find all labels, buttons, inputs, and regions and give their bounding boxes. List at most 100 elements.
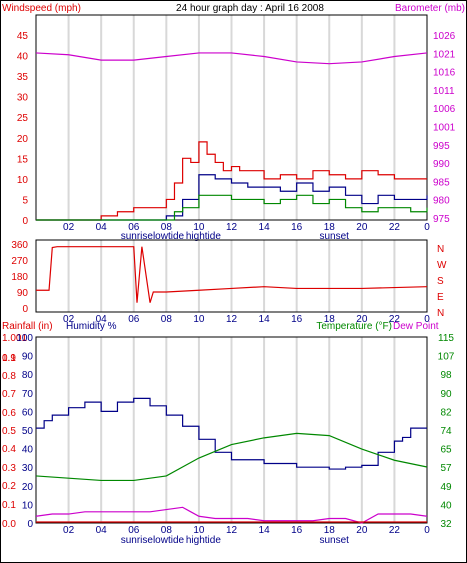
right-tick-label: 1026 xyxy=(433,31,456,42)
left-axis-title: Windspeed (mph) xyxy=(2,3,81,14)
rainfall-tick-label: 1.1 xyxy=(2,353,16,364)
humidity-tick-label: 40 xyxy=(22,445,34,456)
direction-tick-label: 270 xyxy=(11,256,28,267)
temperature-tick-label: 57 xyxy=(440,463,452,474)
x-tick-label: 04 xyxy=(96,314,108,325)
temperature-tick-label: 115 xyxy=(438,333,454,344)
x-tick-label: 14 xyxy=(259,314,271,325)
x-tick-label: 0 xyxy=(424,314,430,325)
rainfall-tick-label: 0.7 xyxy=(2,389,16,400)
compass-label: N xyxy=(437,308,444,319)
x-tick-label: 06 xyxy=(128,222,140,233)
x-tick-label: 10 xyxy=(193,525,205,536)
left-tick-label: 40 xyxy=(17,52,29,63)
direction-tick-label: 0 xyxy=(22,304,28,315)
series-line xyxy=(36,397,427,470)
series-line xyxy=(36,141,427,221)
x-tick-label: 08 xyxy=(161,314,173,325)
series-line xyxy=(36,194,428,221)
temperature-tick-label: 40 xyxy=(440,500,452,511)
right-tick-label: 975 xyxy=(433,214,450,225)
x-tick-label: 20 xyxy=(356,314,368,325)
x-tick-label: 14 xyxy=(259,222,271,233)
annotation-sunrise: sunriselowtide xyxy=(121,535,185,546)
rainfall-tick-label: 0.0 xyxy=(2,519,16,530)
x-tick-label: 08 xyxy=(161,222,173,233)
x-tick-label: 16 xyxy=(291,314,303,325)
right-tick-label: 990 xyxy=(433,159,450,170)
x-tick-label: 12 xyxy=(226,314,238,325)
annotation-hightide: hightide xyxy=(186,535,221,546)
x-tick-label: 02 xyxy=(63,525,75,536)
x-tick-label: 10 xyxy=(193,314,205,325)
temperature-tick-label: 82 xyxy=(440,407,452,418)
x-tick-label: 20 xyxy=(356,525,368,536)
x-tick-label: 18 xyxy=(324,314,336,325)
temperature-tick-label: 98 xyxy=(440,370,452,381)
annotation-sunset: sunset xyxy=(319,535,349,546)
plot-area xyxy=(35,336,428,524)
rainfall-tick-label: 0.8 xyxy=(2,371,16,382)
x-tick-label: 12 xyxy=(226,222,238,233)
x-tick-label: 16 xyxy=(291,222,303,233)
x-tick-label: 14 xyxy=(259,525,271,536)
rainfall-axis-title: Rainfall (in) xyxy=(2,321,53,332)
humidity-tick-label: 70 xyxy=(22,389,34,400)
dewpoint-axis-title: Dew Point xyxy=(393,321,439,332)
x-tick-label: 12 xyxy=(226,525,238,536)
left-tick-label: 25 xyxy=(17,113,29,124)
x-tick-label: 04 xyxy=(96,222,108,233)
right-tick-label: 1001 xyxy=(433,123,456,134)
x-tick-label: 10 xyxy=(193,222,205,233)
rainfall-tick-label: 0.3 xyxy=(2,463,16,474)
chart-title: 24 hour graph day : April 16 2008 xyxy=(176,3,324,14)
x-tick-label: 18 xyxy=(324,222,336,233)
temperature-tick-label: 107 xyxy=(438,352,455,363)
rainfall-tick-label: 0.1 xyxy=(2,500,16,511)
compass-label: W xyxy=(437,260,447,271)
rainfall-tick-label: 0.2 xyxy=(2,481,16,492)
right-tick-label: 980 xyxy=(433,196,450,207)
rainfall-tick-label: 1.001 xyxy=(2,333,27,344)
left-tick-label: 35 xyxy=(17,72,29,83)
x-tick-label: 0 xyxy=(424,222,430,233)
left-tick-label: 5 xyxy=(22,195,28,206)
left-tick-label: 0 xyxy=(22,216,28,227)
right-tick-label: 995 xyxy=(433,141,450,152)
humidity-tick-label: 100 xyxy=(16,333,33,344)
left-tick-label: 20 xyxy=(17,134,29,145)
humidity-tick-label: 80 xyxy=(22,370,34,381)
temperature-tick-label: 74 xyxy=(440,426,452,437)
series-line xyxy=(36,174,428,221)
temperature-axis-title: Temperature (°F) xyxy=(316,321,392,332)
humidity-tick-label: 0 xyxy=(27,519,33,530)
compass-label: S xyxy=(437,276,444,287)
x-tick-label: 08 xyxy=(161,525,173,536)
x-tick-label: 0 xyxy=(424,525,430,536)
x-tick-label: 22 xyxy=(389,222,401,233)
rainfall-tick-label: 0.5 xyxy=(2,426,16,437)
right-axis-title: Barometer (mb) xyxy=(395,3,465,14)
x-tick-label: 06 xyxy=(128,314,140,325)
plot-area xyxy=(35,239,428,313)
x-tick-label: 22 xyxy=(389,314,401,325)
x-tick-label: 16 xyxy=(291,525,303,536)
humidity-tick-label: 60 xyxy=(22,407,34,418)
temperature-tick-label: 90 xyxy=(440,389,452,400)
rainfall-tick-label: 0.6 xyxy=(2,408,16,419)
series-line xyxy=(35,52,428,65)
right-tick-label: 1021 xyxy=(433,49,456,60)
annotation-sunrise: sunriselowtide xyxy=(121,231,185,242)
left-tick-label: 15 xyxy=(17,154,29,165)
x-tick-label: 02 xyxy=(63,314,75,325)
x-tick-label: 22 xyxy=(389,525,401,536)
right-tick-label: 1016 xyxy=(433,68,456,79)
rainfall-tick-label: 0.9 xyxy=(2,353,16,364)
left-tick-label: 30 xyxy=(17,93,29,104)
compass-label: E xyxy=(437,292,444,303)
x-tick-label: 18 xyxy=(324,525,336,536)
humidity-tick-label: 10 xyxy=(22,500,34,511)
right-tick-label: 985 xyxy=(433,177,450,188)
compass-label: N xyxy=(437,244,444,255)
